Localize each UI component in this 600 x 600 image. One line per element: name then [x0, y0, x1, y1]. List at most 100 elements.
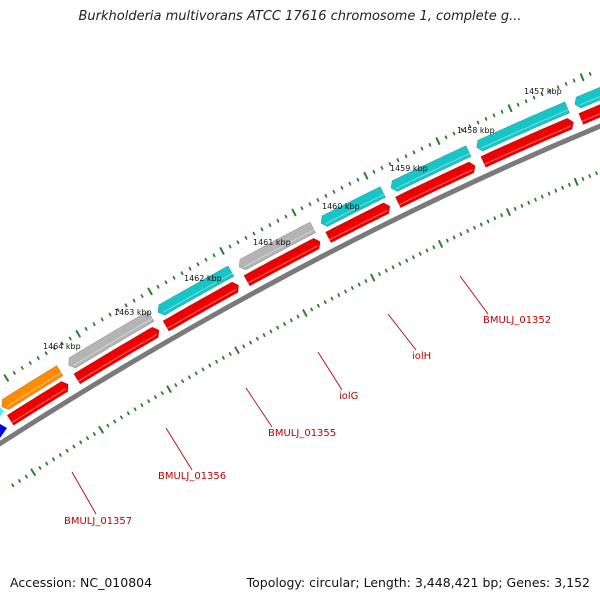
minor-tick [316, 198, 320, 202]
forward-gene-5[interactable] [325, 202, 391, 244]
gene-label[interactable]: iolH [412, 351, 431, 362]
forward-gene-6-highlight [398, 169, 473, 206]
minor-tick [425, 248, 429, 253]
inner-tick-ring [3, 72, 592, 382]
minor-tick [588, 174, 592, 178]
minor-tick [92, 432, 96, 436]
minor-tick [310, 307, 314, 312]
major-tick [3, 374, 9, 382]
minor-tick [204, 257, 208, 262]
gene-downstream-2[interactable] [574, 74, 600, 109]
minor-tick [52, 457, 56, 462]
gene-BMULJ_01357-highlight [6, 372, 62, 408]
partial-blue-feature [0, 424, 7, 438]
minor-tick [120, 415, 123, 420]
minor-tick [260, 227, 264, 232]
gene-downstream-1-highlight [481, 109, 569, 149]
minor-tick [296, 314, 300, 319]
forward-gene-3-highlight [166, 288, 237, 329]
gene-label[interactable]: iolG [339, 391, 358, 402]
minor-tick [72, 444, 76, 449]
minor-tick [532, 95, 536, 100]
minor-tick [289, 318, 293, 323]
gene-BMULJ_01355-highlight [162, 272, 233, 313]
forward-gene-4[interactable] [243, 237, 321, 287]
minor-tick [140, 294, 144, 298]
major-tick [302, 309, 308, 317]
forward-gene-1[interactable] [6, 381, 69, 426]
major-tick [363, 171, 369, 180]
gene-label[interactable]: BMULJ_01356 [158, 471, 226, 482]
minor-tick [524, 99, 528, 104]
minor-tick [444, 135, 448, 140]
kbp-label: 1464 kbp [43, 342, 81, 351]
minor-tick [262, 333, 266, 337]
minor-tick [364, 279, 368, 283]
topology-summary: Topology: circular; Length: 3,448,421 bp… [246, 575, 590, 590]
forward-gene-6[interactable] [395, 161, 476, 209]
chromosome-backbone [0, 123, 600, 447]
minor-tick [215, 359, 219, 364]
gene-label[interactable]: BMULJ_01355 [268, 428, 336, 439]
minor-tick [284, 214, 288, 219]
minor-tick [556, 85, 560, 90]
forward-gene-7[interactable] [480, 117, 574, 168]
minor-tick [116, 308, 120, 312]
minor-tick [516, 102, 520, 107]
gene-iolH[interactable] [320, 186, 386, 227]
minor-tick [180, 271, 184, 276]
major-tick [30, 468, 36, 476]
minor-tick [492, 113, 496, 118]
minor-tick [276, 218, 280, 223]
forward-gene-1-highlight [11, 388, 67, 424]
minor-tick [513, 207, 517, 211]
minor-tick [323, 300, 327, 305]
gene-BMULJ_01356-highlight [73, 317, 153, 366]
gene-BMULJ_01356[interactable] [68, 310, 155, 369]
minor-tick [20, 366, 24, 370]
minor-tick [540, 194, 544, 199]
minor-tick [45, 461, 49, 466]
forward-gene-7-highlight [484, 125, 572, 165]
minor-tick [561, 185, 564, 190]
minor-tick [132, 298, 136, 303]
minor-tick [500, 109, 504, 114]
minor-tick [65, 448, 69, 453]
minor-tick [236, 240, 240, 245]
minor-tick [520, 203, 524, 208]
minor-tick [466, 229, 470, 233]
forward-gene-3[interactable] [162, 281, 240, 332]
gene-label[interactable]: BMULJ_01357 [64, 516, 132, 527]
minor-tick [249, 340, 252, 345]
minor-tick [12, 371, 16, 375]
minor-tick [564, 82, 568, 86]
gene-iolG[interactable] [238, 221, 317, 271]
minor-tick [396, 158, 400, 162]
forward-gene-2[interactable] [73, 326, 160, 385]
minor-tick [60, 341, 64, 346]
minor-tick [581, 177, 585, 181]
major-tick [370, 273, 376, 282]
gene-BMULJ_01357[interactable] [1, 365, 64, 410]
minor-tick [484, 117, 488, 121]
gene-downstream-1[interactable] [476, 101, 570, 152]
gene-label[interactable]: BMULJ_01352 [483, 315, 551, 326]
minor-tick [493, 216, 497, 221]
minor-tick [108, 312, 112, 317]
minor-tick [420, 146, 424, 151]
gene-leader-lines [71, 275, 489, 515]
minor-tick [124, 303, 128, 308]
forward-gene-8[interactable] [578, 90, 600, 125]
minor-tick [418, 251, 422, 256]
partial-cyan-feature [0, 407, 4, 417]
major-tick [219, 247, 225, 255]
gene-BMULJ_01352[interactable] [390, 145, 472, 192]
minor-tick [283, 322, 286, 326]
gene-BMULJ_01355[interactable] [157, 265, 235, 316]
minor-tick [473, 225, 476, 230]
minor-tick [398, 262, 402, 266]
minor-tick [348, 181, 352, 186]
minor-tick [500, 213, 503, 218]
minor-tick [330, 296, 334, 301]
